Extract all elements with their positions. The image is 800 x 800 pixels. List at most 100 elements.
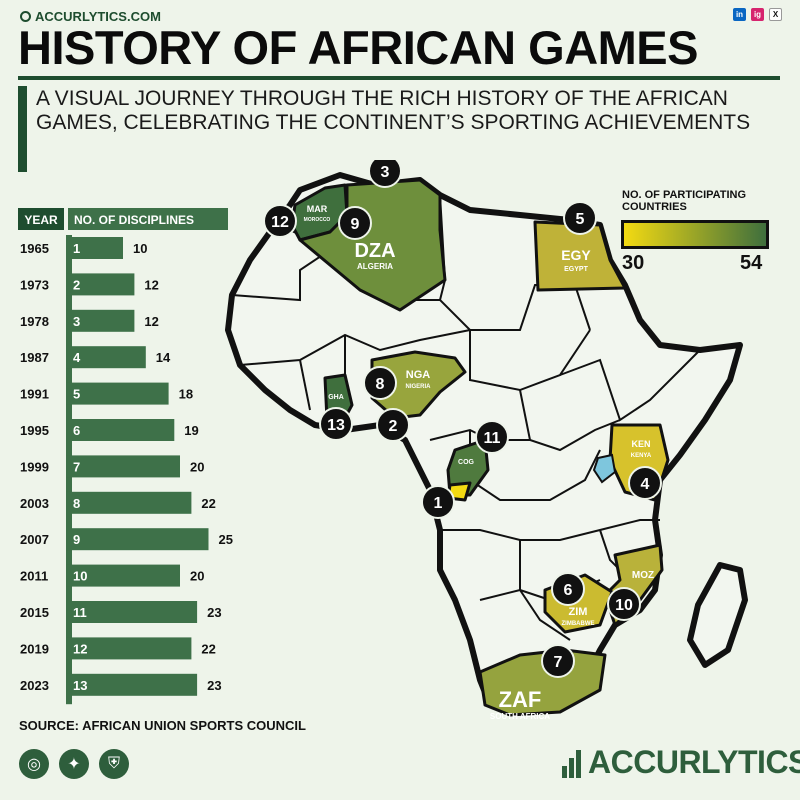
host-marker-label: 12 <box>271 214 289 231</box>
host-marker-label: 3 <box>381 164 390 181</box>
bar <box>66 237 123 259</box>
host-marker <box>607 587 641 621</box>
host-marker <box>541 644 575 678</box>
edition-label: 1 <box>73 241 80 256</box>
title-divider <box>18 76 780 80</box>
country-code-cog: COG <box>458 459 475 466</box>
country-code-egy: EGY <box>561 247 591 263</box>
edition-label: 4 <box>73 350 81 365</box>
edition-label: 8 <box>73 496 80 511</box>
year-label: 2019 <box>20 641 49 656</box>
host-marker-label: 9 <box>351 216 360 233</box>
linkedin-icon[interactable]: in <box>733 8 746 21</box>
logo-mark-icon <box>562 748 584 778</box>
shield-icon[interactable]: ⛨ <box>99 749 129 779</box>
year-label: 1987 <box>20 350 49 365</box>
country-name-egy: EGYPT <box>564 266 588 273</box>
value-label: 22 <box>201 496 215 511</box>
country-code-nga: NGA <box>406 369 431 381</box>
edition-label: 2 <box>73 277 80 292</box>
host-marker <box>563 201 597 235</box>
host-marker-label: 4 <box>641 476 650 493</box>
bar <box>66 564 180 587</box>
year-label: 1995 <box>20 423 49 438</box>
legend-min: 30 <box>622 252 645 274</box>
logo-text: ACCURLYTICS <box>588 744 800 780</box>
year-label: 1991 <box>20 387 49 402</box>
source-note: SOURCE: AFRICAN UNION SPORTS COUNCIL <box>19 718 306 733</box>
country-code-moz: MOZ <box>632 570 654 581</box>
host-marker-label: 7 <box>554 654 563 671</box>
year-label: 1978 <box>20 314 49 329</box>
bar <box>66 273 135 296</box>
globe-icon <box>20 11 31 22</box>
country-code-gha: GHA <box>328 394 344 401</box>
subtitle-accent <box>18 86 27 172</box>
edition-label: 11 <box>73 605 87 620</box>
edition-label: 5 <box>73 387 80 402</box>
country-dza <box>298 178 447 312</box>
host-marker <box>628 466 662 500</box>
lake-victoria <box>592 453 617 484</box>
country-code-zim: ZIM <box>569 606 588 618</box>
host-marker <box>376 408 410 442</box>
host-marker <box>421 485 455 519</box>
bar <box>66 491 192 514</box>
host-marker-label: 8 <box>376 376 385 393</box>
bar <box>66 382 169 405</box>
host-marker <box>338 206 372 240</box>
year-header-bg <box>18 208 64 230</box>
year-label: 2007 <box>20 532 49 547</box>
value-label: 14 <box>156 350 171 365</box>
target-icon[interactable]: ◎ <box>19 749 49 779</box>
host-marker-label: 13 <box>327 417 345 434</box>
country-code-ken: KEN <box>631 439 650 449</box>
edition-label: 12 <box>73 641 87 656</box>
host-marker <box>263 204 297 238</box>
legend-title: NO. OF PARTICIPATING COUNTRIES <box>622 189 747 213</box>
bar <box>66 309 135 332</box>
edition-label: 9 <box>73 532 80 547</box>
bar <box>66 601 198 623</box>
value-label: 12 <box>144 277 158 292</box>
value-label: 22 <box>201 641 215 656</box>
edition-label: 6 <box>73 423 80 438</box>
legend-gradient <box>621 220 769 249</box>
value-label: 20 <box>190 569 204 584</box>
host-marker <box>475 420 509 454</box>
bar <box>66 528 209 551</box>
country-code-zaf: ZAF <box>499 687 542 712</box>
country-name-ken: KENYA <box>631 453 652 459</box>
legend-max: 54 <box>740 252 763 274</box>
country-nga <box>370 350 467 420</box>
page-title: HISTORY OF AFRICAN GAMES <box>18 21 699 74</box>
year-header: YEAR <box>24 213 58 227</box>
site-url-text: ACCURLYTICS.COM <box>35 9 161 24</box>
host-marker <box>368 160 402 188</box>
edition-label: 7 <box>73 459 80 474</box>
x-icon[interactable]: X <box>769 8 782 21</box>
ball-icon[interactable]: ✦ <box>59 749 89 779</box>
site-url[interactable]: ACCURLYTICS.COM <box>20 9 161 24</box>
value-label: 18 <box>179 387 193 402</box>
madagascar-outline <box>687 562 748 668</box>
year-label: 2023 <box>20 678 49 693</box>
bar <box>66 455 180 478</box>
host-marker-label: 5 <box>576 211 585 228</box>
value-label: 23 <box>207 605 221 620</box>
host-marker-label: 2 <box>389 418 398 435</box>
bar <box>66 637 192 660</box>
country-name-mar: MOROCCO <box>304 217 331 223</box>
social-links: in ig X <box>733 8 782 21</box>
host-marker-label: 10 <box>615 597 633 614</box>
instagram-icon[interactable]: ig <box>751 8 764 21</box>
brand-logo[interactable]: ACCURLYTICS <box>562 744 800 781</box>
year-label: 1999 <box>20 459 49 474</box>
value-label: 23 <box>207 678 221 693</box>
bar <box>66 346 146 369</box>
country-code-dza: DZA <box>354 240 395 262</box>
value-label: 10 <box>133 241 147 256</box>
country-name-dza: ALGERIA <box>357 262 393 271</box>
year-label: 2003 <box>20 496 49 511</box>
